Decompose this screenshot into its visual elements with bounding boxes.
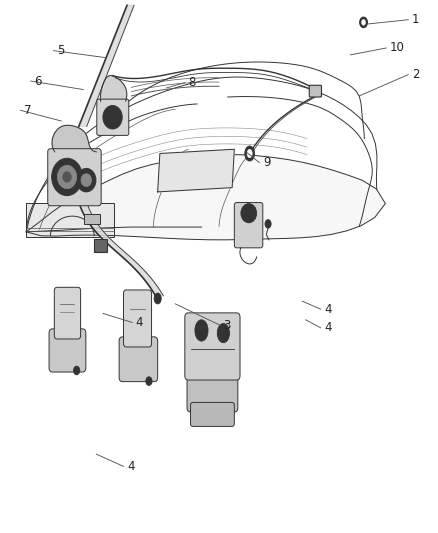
Ellipse shape xyxy=(245,146,254,161)
Polygon shape xyxy=(100,76,127,101)
Polygon shape xyxy=(52,125,96,152)
Polygon shape xyxy=(26,155,385,240)
FancyBboxPatch shape xyxy=(97,99,129,135)
Circle shape xyxy=(52,158,82,196)
Text: 6: 6 xyxy=(34,75,42,87)
Bar xyxy=(94,239,107,252)
Bar xyxy=(84,214,100,224)
FancyBboxPatch shape xyxy=(49,329,86,372)
Text: 10: 10 xyxy=(390,42,405,54)
FancyBboxPatch shape xyxy=(26,203,114,237)
FancyBboxPatch shape xyxy=(191,402,234,426)
Polygon shape xyxy=(79,5,134,126)
Ellipse shape xyxy=(247,149,252,158)
Circle shape xyxy=(77,168,96,192)
Text: 5: 5 xyxy=(57,44,64,57)
Text: 4: 4 xyxy=(136,316,143,329)
Text: 4: 4 xyxy=(127,460,134,473)
Circle shape xyxy=(57,165,77,189)
Text: 1: 1 xyxy=(412,13,419,26)
Circle shape xyxy=(103,106,122,129)
Ellipse shape xyxy=(361,20,365,26)
Ellipse shape xyxy=(154,293,161,304)
FancyBboxPatch shape xyxy=(185,313,240,380)
Ellipse shape xyxy=(265,220,271,228)
Text: 7: 7 xyxy=(24,104,32,117)
FancyBboxPatch shape xyxy=(309,85,321,97)
Ellipse shape xyxy=(146,377,152,385)
Ellipse shape xyxy=(74,366,80,375)
Circle shape xyxy=(107,111,118,124)
Ellipse shape xyxy=(195,320,208,341)
Ellipse shape xyxy=(360,17,367,28)
Circle shape xyxy=(63,172,71,182)
FancyBboxPatch shape xyxy=(54,287,81,339)
FancyBboxPatch shape xyxy=(234,203,263,248)
Circle shape xyxy=(81,174,92,187)
Text: 9: 9 xyxy=(263,156,270,169)
FancyBboxPatch shape xyxy=(48,149,101,206)
Text: 3: 3 xyxy=(223,319,231,332)
FancyBboxPatch shape xyxy=(187,369,238,412)
Text: 2: 2 xyxy=(412,68,419,81)
Polygon shape xyxy=(79,203,163,296)
FancyBboxPatch shape xyxy=(119,337,158,382)
Circle shape xyxy=(241,204,257,223)
Text: 4: 4 xyxy=(324,321,332,334)
Ellipse shape xyxy=(217,324,230,343)
Polygon shape xyxy=(158,149,234,192)
FancyBboxPatch shape xyxy=(124,290,152,347)
Text: 4: 4 xyxy=(324,303,332,316)
Text: 8: 8 xyxy=(188,76,196,89)
